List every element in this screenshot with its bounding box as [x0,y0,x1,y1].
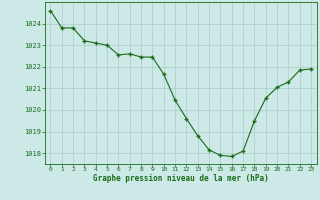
X-axis label: Graphe pression niveau de la mer (hPa): Graphe pression niveau de la mer (hPa) [93,174,269,183]
